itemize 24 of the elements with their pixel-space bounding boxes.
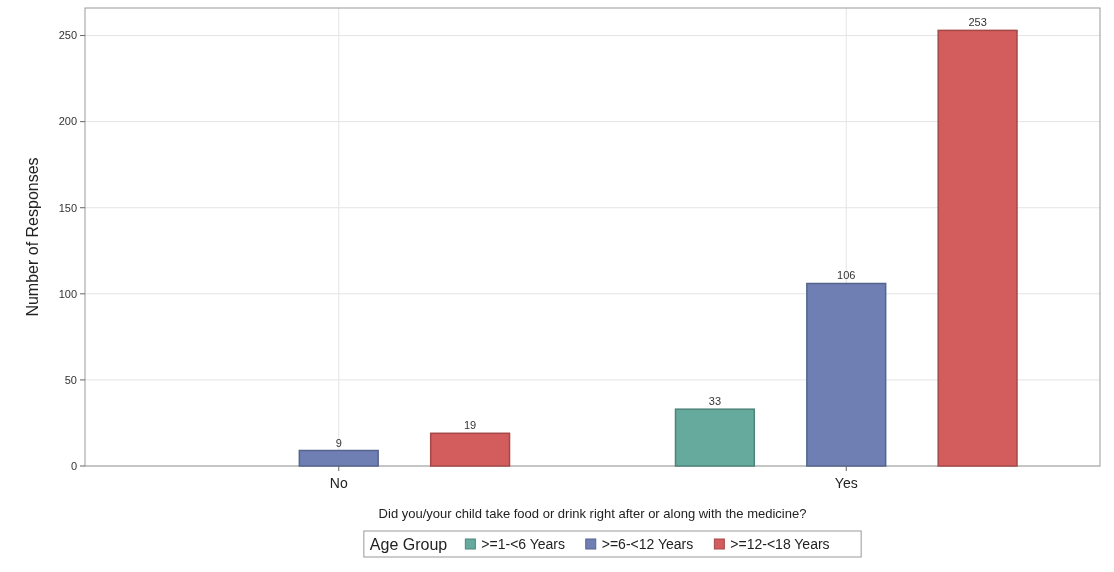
y-tick-label: 200 xyxy=(58,115,77,128)
bar xyxy=(298,449,379,467)
legend-label: >=6-<12 Years xyxy=(601,535,694,552)
legend-title: Age Group xyxy=(369,535,448,553)
y-tick-label: 250 xyxy=(58,29,77,42)
y-tick-label: 0 xyxy=(70,459,77,472)
data-label: 33 xyxy=(708,395,722,408)
y-tick-label: 50 xyxy=(64,373,77,386)
data-label: 253 xyxy=(968,16,987,29)
bar xyxy=(806,282,887,467)
x-tick-label: Yes xyxy=(834,475,858,491)
data-label: 9 xyxy=(335,436,342,449)
x-tick-label: No xyxy=(329,475,348,491)
data-label: 19 xyxy=(463,419,477,432)
bar xyxy=(937,29,1018,467)
legend-label: >=12-<18 Years xyxy=(730,535,830,552)
bar xyxy=(674,408,756,467)
bar xyxy=(429,432,511,467)
y-tick-label: 100 xyxy=(58,287,77,300)
y-axis-title: Number of Responses xyxy=(24,157,41,317)
legend-label: >=1-<6 Years xyxy=(481,535,566,552)
data-label: 106 xyxy=(837,269,856,282)
y-tick-label: 150 xyxy=(58,201,77,214)
x-axis-title: Did you/your child take food or drink right after or along with the medicine? xyxy=(378,506,807,521)
